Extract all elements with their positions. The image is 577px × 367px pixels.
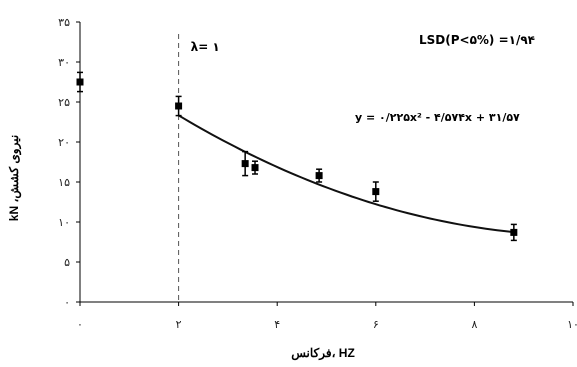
y-tick-label: ۳۵ bbox=[58, 16, 70, 29]
x-tick-label: ۸ bbox=[471, 318, 477, 331]
y-tick-label: ۱۵ bbox=[58, 176, 70, 189]
x-tick-label: ۲ bbox=[176, 318, 182, 331]
point-marker bbox=[315, 172, 323, 180]
y-axis-label: kN ،نیروی کشش bbox=[7, 135, 22, 221]
data-point bbox=[372, 181, 380, 202]
point-marker bbox=[175, 102, 183, 110]
tick-labels: ۰ ۵ ۱۰ ۱۵ ۲۰ ۲۵ ۳۰ ۳۵ ۰ ۲ ۴ ۶ ۸ ۱۰ bbox=[58, 16, 577, 331]
data-points bbox=[76, 71, 518, 242]
x-tick-label: ۰ bbox=[77, 318, 83, 331]
y-tick-label: ۰ bbox=[64, 296, 70, 309]
point-marker bbox=[76, 78, 84, 86]
fit-equation: y = ۰/۲۲۵x² - ۴/۵۷۴x + ۳۱/۵۷ bbox=[355, 111, 520, 124]
data-point bbox=[175, 95, 183, 117]
data-point bbox=[76, 71, 84, 93]
lsd-annotation: LSD(P<۵%) =۱/۹۴ bbox=[419, 33, 535, 47]
y-tick-label: ۲۵ bbox=[58, 96, 70, 109]
y-tick-label: ۱۰ bbox=[58, 216, 70, 229]
axes bbox=[79, 22, 573, 303]
y-tick-label: ۳۰ bbox=[58, 56, 70, 69]
data-point bbox=[241, 150, 249, 177]
x-tick-label: ۴ bbox=[274, 318, 280, 331]
y-tick-label: ۵ bbox=[64, 256, 70, 269]
point-marker bbox=[510, 228, 518, 236]
lambda-label: λ= ۱ bbox=[191, 40, 220, 54]
point-marker bbox=[372, 188, 380, 196]
data-point bbox=[510, 223, 518, 242]
fit-curve bbox=[178, 114, 514, 234]
point-marker bbox=[251, 164, 259, 172]
x-tick-label: ۱۰ bbox=[567, 318, 577, 331]
y-tick-label: ۲۰ bbox=[58, 136, 70, 149]
data-point bbox=[315, 168, 323, 183]
x-axis-label: فرکانس، HZ bbox=[291, 346, 355, 361]
x-tick-label: ۶ bbox=[373, 318, 379, 331]
data-point bbox=[251, 160, 259, 175]
point-marker bbox=[241, 160, 249, 168]
